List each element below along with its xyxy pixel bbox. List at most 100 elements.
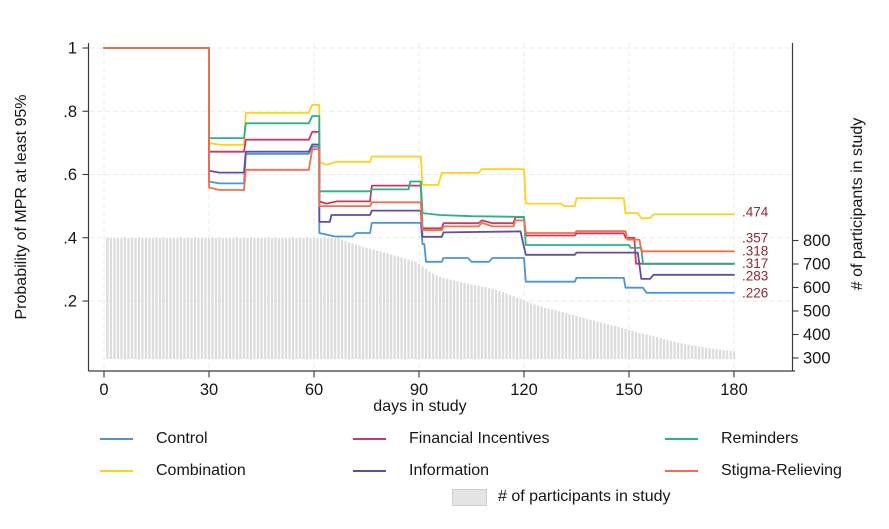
right-axis-tick-label: 700: [803, 256, 831, 274]
bottom-axis-tick-label: 180: [720, 381, 748, 399]
participant-bar: [211, 238, 214, 359]
participant-bar: [421, 266, 424, 359]
participant-bar: [281, 238, 284, 359]
right-axis-tick-label: 800: [803, 232, 831, 250]
participant-bar: [473, 285, 477, 359]
bottom-axis-tick-label: 0: [99, 381, 108, 399]
bottom-axis-tick-label: 90: [410, 381, 428, 399]
participant-bar: [428, 271, 431, 359]
participant-bar: [484, 287, 487, 359]
participant-bar: [470, 284, 473, 359]
participant-bar: [379, 251, 382, 359]
bottom-axis-tick-label: 30: [200, 381, 218, 399]
participant-bar: [302, 238, 305, 359]
line-end-value-label: .226: [742, 286, 768, 301]
participant-bar: [242, 238, 246, 359]
participant-bar: [424, 268, 428, 359]
participant-bar: [543, 307, 547, 359]
participant-bar: [270, 238, 274, 359]
participant-bar: [512, 296, 515, 359]
right-axis-title: # of participants in study: [849, 118, 866, 291]
participant-bar: [358, 245, 361, 359]
financial-incentives-line-swatch: [353, 437, 386, 441]
legend-item-stigma-relieving: Stigma-Relieving: [665, 460, 889, 482]
line-end-value-label: .474: [742, 205, 769, 220]
participant-bar: [669, 340, 673, 359]
line-end-value-label: .357: [742, 231, 768, 246]
participant-bar: [417, 264, 421, 359]
participant-bar: [662, 339, 666, 359]
participant-bar: [337, 238, 340, 359]
participant-bar: [659, 338, 662, 359]
participant-bar: [109, 238, 113, 359]
participant-bar: [176, 238, 179, 359]
right-axis-tick-label: 600: [803, 279, 831, 297]
legend-item-participants: # of participants in study: [0, 488, 889, 506]
participant-bar: [578, 317, 582, 359]
participant-bar: [582, 318, 585, 359]
participant-bar: [386, 253, 389, 359]
left-axis-tick-label: .8: [63, 103, 77, 121]
participant-bar: [613, 326, 617, 359]
participant-bar: [340, 239, 344, 359]
legend-label-reminders: Reminders: [721, 430, 799, 447]
participant-bar: [235, 238, 239, 359]
participant-bar: [655, 337, 659, 359]
legend-item-reminders: Reminders: [665, 428, 889, 450]
participant-bar: [634, 331, 638, 359]
participant-bar: [372, 249, 375, 359]
participant-bar: [221, 238, 225, 359]
participant-bar: [330, 238, 333, 359]
participant-bar: [169, 238, 172, 359]
participant-bar: [263, 238, 267, 359]
participant-bar: [645, 334, 648, 359]
participant-bar: [200, 238, 204, 359]
participant-bar: [550, 309, 554, 359]
participant-bar: [431, 273, 435, 359]
participant-bar: [522, 300, 526, 359]
participant-bar: [333, 238, 337, 359]
series-line-combination: [103, 47, 735, 220]
participant-bar: [403, 258, 407, 359]
participant-bar: [575, 316, 578, 359]
bottom-axis-tick-label: 150: [615, 381, 643, 399]
control-line-swatch: [100, 437, 133, 441]
participant-bar: [435, 275, 438, 359]
participant-bar: [683, 344, 687, 359]
participant-bar: [148, 238, 151, 359]
participant-bar: [186, 238, 190, 359]
participant-bar: [652, 336, 655, 359]
legend-item-financial-incentives: Financial Incentives: [353, 428, 665, 450]
participant-bar: [480, 286, 484, 359]
participant-bar: [277, 238, 281, 359]
participant-bar: [284, 238, 288, 359]
participant-bar: [312, 238, 316, 359]
legend-label-information: Information: [409, 462, 490, 479]
participant-bar: [207, 238, 211, 359]
participant-bar: [491, 289, 494, 359]
left-axis-title: Probability of MPR at least 95%: [13, 95, 30, 320]
participant-bar: [680, 343, 683, 359]
participant-bar: [732, 351, 736, 359]
participant-bar: [137, 238, 141, 359]
participant-bar: [120, 238, 123, 359]
participant-bar: [123, 238, 127, 359]
participant-bar: [606, 324, 610, 359]
participant-bar: [179, 238, 183, 359]
participant-bar: [267, 238, 270, 359]
participant-bar: [648, 335, 652, 359]
participant-bar: [564, 313, 568, 359]
participant-bar: [232, 238, 235, 359]
participant-bar: [305, 238, 309, 359]
legend-item-information: Information: [353, 460, 665, 482]
bottom-axis-tick-label: 60: [305, 381, 323, 399]
right-axis-tick-label: 300: [803, 350, 831, 368]
series-line-information: [103, 47, 735, 280]
participant-bar: [141, 238, 144, 359]
participant-bar: [368, 248, 372, 359]
participant-bar: [477, 285, 480, 359]
participant-bar: [438, 276, 442, 359]
legend-item-control: Control: [100, 428, 353, 450]
participant-bar: [718, 349, 722, 359]
